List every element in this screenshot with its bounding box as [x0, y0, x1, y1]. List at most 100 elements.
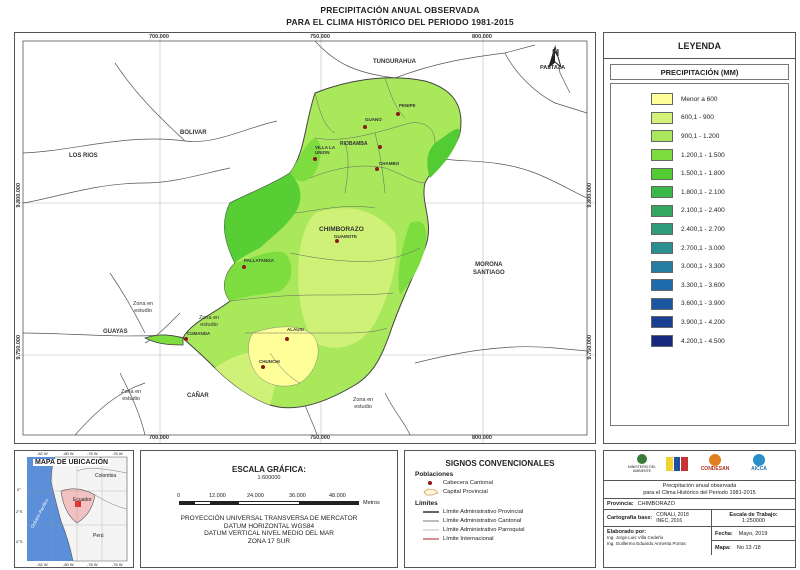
label-zona-estudio-4: Zona en estudio: [353, 397, 374, 410]
projection-info: PROYECCIÓN UNIVERSAL TRANSVERSA DE MERCA…: [141, 515, 397, 545]
parroquial-line-icon: [423, 526, 439, 534]
legend-class-label: 4.200,1 - 4.500: [681, 337, 725, 345]
map-canvas: [15, 33, 595, 443]
legend-class-label: 2.700,1 - 3.000: [681, 244, 725, 252]
legend-class-row: 2.100,1 - 2.400: [611, 202, 788, 221]
aicca-logo-text: AICCA: [751, 466, 767, 472]
legend-swatch: [651, 242, 673, 255]
signs-title: SIGNOS CONVENCIONALES: [445, 459, 555, 468]
y-coord-1: 9.800.000: [16, 183, 22, 208]
location-inset-map: MAPA DE UBICACIÓN -82 W -80 W -78 W -76 …: [14, 450, 134, 568]
label-los-rios: LOS RIOS: [69, 153, 98, 159]
legend-class-row: 1.800,1 - 2.100: [611, 183, 788, 202]
town-chunchi: CHUNCHI: [259, 359, 280, 364]
x-coord-2: 750.000: [310, 34, 330, 40]
y-coord-2-right: 9.750.000: [587, 335, 593, 360]
inset-label-peru: Perú: [93, 533, 104, 539]
project-title-line-1: Precipitación anual observada: [662, 483, 737, 489]
cartografia-label: Cartografía base:: [607, 515, 653, 521]
town-marker: [363, 125, 367, 129]
title-line-2: PARA EL CLIMA HISTÓRICO DEL PERIODO 1981…: [286, 17, 514, 27]
cartografia-value-1: CONALI, 2018: [656, 512, 689, 518]
scale-title: ESCALA GRÁFICA:: [232, 465, 306, 474]
projection-line-2: DATUM HORIZONTAL WGS84: [223, 522, 315, 530]
capital-polygon-icon: [423, 488, 439, 496]
town-riobamba: RIOBAMBA: [340, 141, 368, 147]
legend-class-row: 2.400,1 - 2.700: [611, 220, 788, 239]
town-marker: [184, 337, 188, 341]
legend-class-label: 1.500,1 - 1.800: [681, 170, 725, 178]
legend-swatch: [651, 111, 673, 124]
partner-logos-icon: [666, 457, 689, 471]
signs-limites: Límites: [415, 500, 438, 507]
sign-parroquial-label: Límite Administrativo Parroquial: [443, 526, 525, 533]
x-coord-1-bottom: 700.000: [149, 435, 169, 441]
condesan-logo-text: CONDESAN: [700, 466, 730, 472]
aicca-logo: AICCA: [744, 454, 774, 472]
sign-row-capital: Capital Provincial: [423, 487, 595, 496]
projection-line-4: ZONA 17 SUR: [247, 537, 291, 545]
x-coord-2-bottom: 750.000: [310, 435, 330, 441]
north-arrow-icon: [547, 47, 563, 69]
legend-class-row: 600,1 - 900: [611, 109, 788, 128]
cantonal-line-icon: [423, 517, 439, 525]
title-line-1: PRECIPITACIÓN ANUAL OBSERVADA: [320, 5, 480, 15]
fecha-label: Fecha:: [715, 530, 733, 537]
legend-class-label: 3.600,1 - 3.900: [681, 300, 725, 308]
town-pallatanga: PALLATANGA: [244, 258, 274, 263]
mapa-value: No 13 /18: [736, 545, 761, 551]
sign-internacional-label: Límite Internacional: [443, 535, 494, 542]
legend-swatch: [651, 279, 673, 292]
projection-line-1: PROYECCIÓN UNIVERSAL TRANSVERSA DE MERCA…: [180, 515, 358, 522]
signs-poblaciones: Poblaciones: [415, 471, 454, 478]
y-coord-2: 9.750.000: [16, 335, 22, 360]
legend-swatch: [651, 260, 673, 273]
north-label: N: [552, 48, 560, 59]
scale-tick-1: 12.000: [209, 493, 226, 499]
elaborado-row: Elaborado por: Ing. Jorge Luis Villa Ced…: [604, 527, 795, 555]
legend-subheading: PRECIPITACIÓN (MM): [610, 64, 789, 80]
escala-label: Escala de Trabajo:: [729, 512, 778, 518]
legend-swatch: [651, 297, 673, 310]
town-alausi: ALAUSI: [287, 327, 304, 332]
label-pastaza: PASTAZA: [540, 65, 566, 71]
legend-class-row: 4.200,1 - 4.500: [611, 332, 788, 351]
town-marker: [313, 157, 317, 161]
label-guayas: GUAYAS: [103, 329, 128, 335]
town-marker: [375, 167, 379, 171]
inset-x-tick-2-bottom: -80 W: [63, 562, 74, 567]
conventional-signs-panel: SIGNOS CONVENCIONALES Poblaciones Cabece…: [404, 450, 596, 568]
legend-swatch: [651, 316, 673, 329]
legend-swatch: [651, 223, 673, 236]
legend-swatch: [651, 186, 673, 199]
y-coord-1-right: 9.800.000: [587, 183, 593, 208]
legend-class-row: 3.300,1 - 3.600: [611, 276, 788, 295]
inset-x-tick-2: -80 W: [63, 451, 74, 456]
inset-x-tick-4-bottom: -76 W: [112, 562, 123, 567]
legend-swatch: [651, 204, 673, 217]
capital-marker: [378, 145, 382, 149]
town-marker: [335, 239, 339, 243]
inset-canvas: [27, 456, 128, 562]
inset-y-tick-1: 0°: [17, 487, 21, 492]
ministerio-logo-text: MINISTERIO DEL AMBIENTE: [627, 465, 657, 473]
inset-y-tick-2: 2°S: [16, 509, 23, 514]
legend-swatch: [651, 167, 673, 180]
legend-class-label: 600,1 - 900: [681, 114, 714, 122]
info-panel: MINISTERIO DEL AMBIENTE CONDESAN AICCA P…: [603, 450, 796, 568]
elaborado-value-2: Ing. Guillermo Eduardo Armenta Porras: [607, 541, 686, 546]
town-marker: [261, 365, 265, 369]
elaborado-value-1: Ing. Jorge Luis Villa Cedeño: [607, 535, 664, 540]
main-map: 700.000 750.000 800.000 700.000 750.000 …: [14, 32, 596, 444]
sign-row-cabecera: Cabecera Cantonal: [423, 478, 595, 487]
cabecera-dot-icon: [423, 479, 439, 487]
provincia-row: Provincia: CHIMBORAZO: [604, 499, 795, 510]
legend-class-label: 3.000,1 - 3.300: [681, 263, 725, 271]
legend-class-row: 3.600,1 - 3.900: [611, 295, 788, 314]
scale-tick-2: 24.000: [247, 493, 264, 499]
condesan-logo: CONDESAN: [700, 454, 730, 472]
scale-tick-3: 36.000: [289, 493, 306, 499]
sign-row-cantonal: Límite Administrativo Cantonal: [423, 516, 595, 525]
town-cumanda: CUMANDA: [187, 331, 211, 336]
logos-row: MINISTERIO DEL AMBIENTE CONDESAN AICCA: [604, 451, 795, 481]
